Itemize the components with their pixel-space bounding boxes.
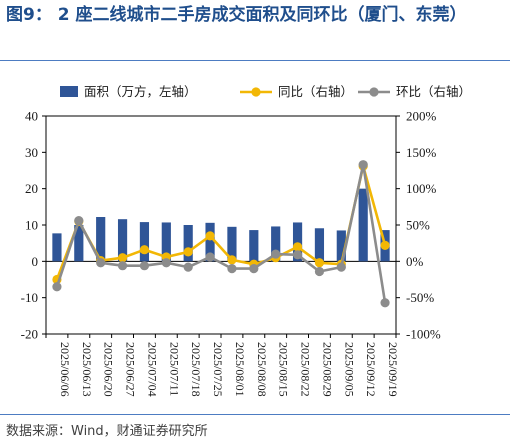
right-tick-label: -50% — [406, 290, 434, 305]
source-note: 数据来源：Wind，财通证券研究所 — [6, 424, 208, 439]
mom-point — [96, 258, 106, 268]
legend-area-label: 面积（万方，左轴） — [84, 84, 197, 99]
mom-point — [249, 264, 259, 274]
left-tick-label: 20 — [25, 181, 38, 196]
mom-point — [183, 262, 193, 272]
area-bar — [358, 188, 368, 262]
left-tick-label: -20 — [21, 327, 38, 342]
legend-mom-label: 环比（右轴） — [396, 84, 471, 99]
x-tick-label: 2025/07/04 — [145, 342, 159, 397]
x-tick-label: 2025/09/12 — [364, 342, 378, 397]
right-tick-label: 50% — [406, 218, 430, 233]
area-bar — [227, 226, 237, 262]
area-bar — [52, 233, 62, 262]
chart-canvas: -20 -10 0 10 20 30 40 -100% -50% 0% 50% 100% 150% 200… — [21, 84, 471, 397]
x-tick-label: 2025/09/19 — [386, 342, 400, 397]
legend-mom-marker — [369, 87, 379, 97]
legend-area-swatch — [60, 86, 78, 97]
x-tick-label: 2025/07/25 — [211, 342, 225, 397]
title-divider — [0, 60, 510, 61]
yoy-point — [139, 245, 150, 255]
left-tick-label: 10 — [25, 218, 38, 233]
mom-point — [52, 282, 62, 292]
yoy-point — [183, 247, 193, 257]
right-tick-label: 100% — [406, 181, 437, 196]
area-bar — [161, 222, 171, 262]
mom-point — [271, 249, 281, 259]
area-bar — [314, 228, 325, 262]
x-tick-label: 2025/09/05 — [342, 342, 356, 397]
area-bar — [336, 230, 346, 262]
right-tick-label: 0% — [406, 254, 424, 269]
area-bar — [117, 219, 128, 262]
x-tick-label: 2025/06/13 — [80, 342, 94, 397]
mom-point — [117, 261, 128, 271]
mom-point — [358, 160, 368, 170]
x-tick-label: 2025/08/29 — [320, 342, 334, 397]
yoy-point — [292, 242, 303, 252]
yoy-point — [314, 258, 325, 268]
x-tick-label: 2025/06/06 — [58, 342, 72, 397]
right-tick-label: 150% — [406, 145, 437, 160]
area-bar — [271, 226, 281, 262]
area-bar — [249, 230, 259, 262]
legend-yoy-marker — [251, 87, 261, 97]
mom-point — [161, 258, 171, 268]
left-tick-label: 0 — [32, 254, 39, 269]
right-tick-label: 200% — [406, 109, 437, 124]
area-bar — [139, 222, 150, 262]
right-tick-label: -100% — [406, 327, 441, 342]
mom-point — [139, 261, 150, 271]
footer-divider — [0, 414, 510, 415]
mom-point — [380, 298, 390, 308]
area-bar — [205, 222, 215, 262]
mom-point — [314, 266, 325, 277]
yoy-point — [380, 240, 390, 250]
yoy-line — [55, 164, 387, 280]
left-tick-label: 40 — [25, 109, 38, 124]
left-tick-label: -10 — [21, 290, 38, 305]
x-tick-label: 2025/07/18 — [189, 342, 203, 397]
x-tick-label: 2025/06/27 — [124, 342, 138, 397]
mom-point — [292, 250, 303, 260]
x-tick-label: 2025/08/01 — [233, 342, 247, 397]
x-tick-label: 2025/08/08 — [255, 342, 269, 397]
mom-point — [74, 216, 84, 226]
legend-yoy-label: 同比（右轴） — [278, 84, 353, 99]
yoy-point — [205, 231, 215, 241]
mom-point — [205, 252, 215, 262]
x-tick-label: 2025/07/11 — [167, 342, 181, 396]
yoy-point — [227, 255, 237, 265]
area-bar — [292, 222, 303, 262]
area-bar — [183, 225, 193, 262]
area-bar — [96, 217, 106, 262]
mom-point — [336, 262, 346, 272]
yoy-point — [117, 253, 128, 263]
chart-title: 图9： 2 座二线城市二手房成交面积及同环比（厦门、东莞） — [6, 5, 467, 25]
x-tick-label: 2025/08/22 — [299, 342, 313, 397]
mom-line — [55, 163, 387, 303]
mom-point — [227, 264, 237, 274]
left-tick-label: 30 — [25, 145, 38, 160]
x-tick-label: 2025/06/20 — [102, 342, 116, 397]
x-tick-label: 2025/08/15 — [277, 342, 291, 397]
area-bar — [74, 225, 84, 262]
